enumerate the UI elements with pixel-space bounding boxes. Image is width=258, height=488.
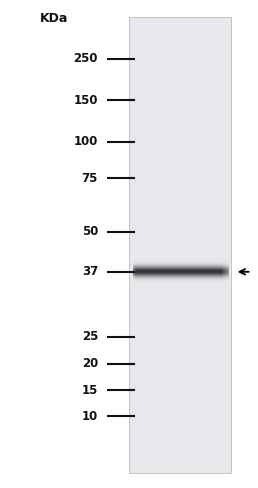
Text: 100: 100 — [74, 135, 98, 148]
Text: 250: 250 — [74, 52, 98, 65]
Text: 10: 10 — [82, 410, 98, 423]
Text: 20: 20 — [82, 357, 98, 370]
Text: 75: 75 — [82, 172, 98, 184]
Bar — [129, 17, 231, 473]
Text: 37: 37 — [82, 265, 98, 278]
Text: KDa: KDa — [40, 12, 68, 25]
Text: 150: 150 — [74, 94, 98, 106]
Text: 25: 25 — [82, 330, 98, 343]
Text: 50: 50 — [82, 225, 98, 238]
Text: 15: 15 — [82, 384, 98, 397]
